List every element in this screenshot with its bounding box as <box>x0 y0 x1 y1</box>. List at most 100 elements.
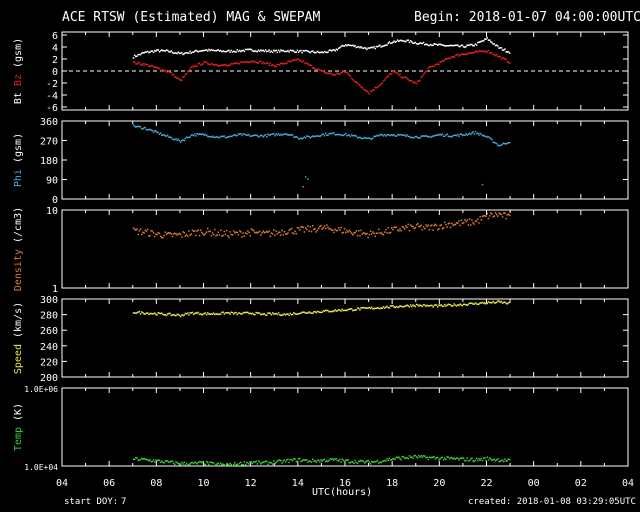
density-point <box>382 233 385 236</box>
bt-point <box>448 44 451 47</box>
temp-point <box>296 460 299 462</box>
bt-point <box>215 50 217 52</box>
bt-point <box>271 51 274 54</box>
phi-point <box>437 134 439 136</box>
bz-point <box>228 65 230 67</box>
phi-point <box>459 133 461 135</box>
temp-point <box>154 461 156 463</box>
speed-point <box>492 300 494 303</box>
phi-point <box>322 133 325 135</box>
x-tick-label: 16 <box>339 478 351 489</box>
bt-point <box>368 47 371 49</box>
phi-point <box>363 136 366 139</box>
bz-point <box>316 68 319 70</box>
temp-point <box>329 457 332 460</box>
bt-point <box>196 50 198 52</box>
temp-point <box>155 459 157 461</box>
speed-point <box>455 305 458 307</box>
temp-point <box>185 462 188 465</box>
bt-point <box>144 51 146 53</box>
speed-point <box>458 304 460 307</box>
phi-point <box>267 133 269 136</box>
density-point <box>440 224 442 226</box>
bt-point <box>143 52 145 54</box>
temp-point <box>281 462 283 464</box>
bz-point <box>164 69 167 72</box>
mag-ytick-label: 6 <box>52 31 58 42</box>
bt-point <box>399 39 401 42</box>
phi-point <box>184 137 187 140</box>
density-point <box>380 232 382 234</box>
bz-point <box>375 87 378 89</box>
speed-point <box>293 312 295 314</box>
density-point <box>312 224 314 227</box>
speed-point <box>290 313 293 316</box>
bz-point <box>347 73 349 75</box>
temp-point <box>209 461 211 463</box>
density-point <box>250 228 253 230</box>
bz-point <box>310 64 313 67</box>
bz-point <box>503 57 505 59</box>
bz-point <box>460 53 463 55</box>
phi-point <box>227 136 229 138</box>
density-point <box>209 230 211 233</box>
temp-point <box>412 457 414 459</box>
bz-point <box>139 63 142 66</box>
temp-point <box>393 457 395 460</box>
phi-point <box>171 138 174 140</box>
temp-point <box>204 463 207 466</box>
temp-point <box>190 462 192 464</box>
density-point <box>461 222 464 224</box>
bz-point <box>457 53 459 56</box>
temp-point <box>395 456 398 458</box>
speed-point <box>462 303 465 306</box>
temp-point <box>491 459 493 462</box>
phi-point <box>382 135 385 137</box>
speed-point <box>304 312 307 314</box>
density-point <box>407 223 409 226</box>
speed-series <box>132 300 511 318</box>
bz-point <box>208 63 210 65</box>
bt-point <box>375 45 378 48</box>
bz-point <box>262 61 264 63</box>
phi-point <box>416 136 419 139</box>
bz-point <box>308 64 310 66</box>
temp-point <box>152 459 155 461</box>
temp-point <box>303 459 306 461</box>
speed-point <box>372 308 374 310</box>
density-ytick-label: 1 <box>52 284 58 295</box>
bt-point <box>347 44 349 46</box>
temp-point <box>237 464 240 466</box>
density-point <box>175 232 177 235</box>
density-point <box>477 218 479 220</box>
temp-point <box>262 461 264 463</box>
density-point <box>275 230 277 232</box>
bt-point <box>288 51 290 53</box>
phi-point <box>374 135 376 138</box>
temp-point <box>367 459 369 462</box>
density-point <box>307 225 309 227</box>
phi-point <box>154 130 156 132</box>
speed-point <box>240 313 242 315</box>
temp-point <box>207 461 209 464</box>
phi-point <box>218 136 221 139</box>
bt-point <box>435 43 438 46</box>
speed-point <box>485 303 487 305</box>
phi-point <box>488 137 491 139</box>
density-point <box>448 222 451 224</box>
density-point <box>360 229 362 232</box>
bz-point <box>444 59 446 61</box>
density-point <box>313 228 315 231</box>
bz-point <box>174 76 176 78</box>
density-point <box>204 232 207 235</box>
temp-point <box>440 456 442 459</box>
temp-point <box>485 459 487 462</box>
phi-point <box>190 134 192 136</box>
temp-point <box>151 460 154 463</box>
phi-point <box>290 133 293 136</box>
temp-point <box>341 458 343 460</box>
speed-point <box>315 311 317 314</box>
speed-point <box>354 309 356 311</box>
temp-point <box>348 462 350 464</box>
speed-point <box>431 304 433 307</box>
